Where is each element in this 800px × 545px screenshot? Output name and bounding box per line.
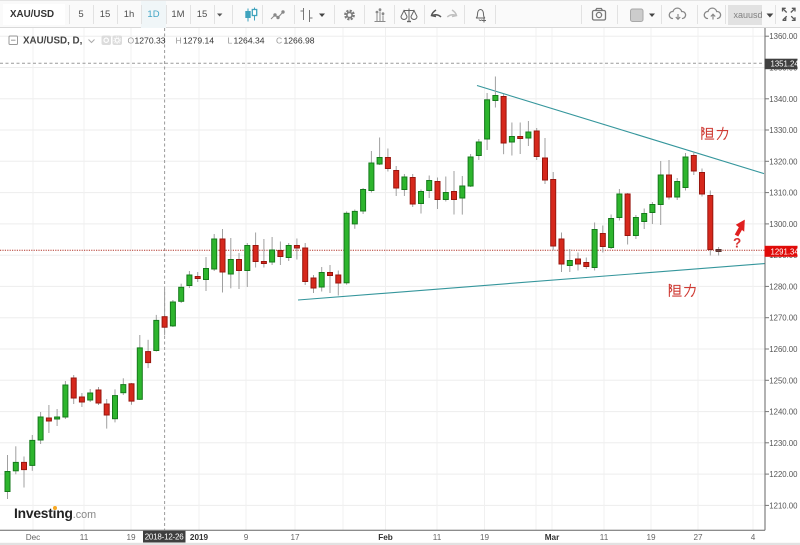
svg-text:19: 19 — [480, 533, 490, 542]
svg-text:1310.00: 1310.00 — [769, 189, 798, 198]
svg-text:1240.00: 1240.00 — [769, 408, 798, 417]
svg-text:1340.00: 1340.00 — [769, 95, 798, 104]
svg-text:1300.00: 1300.00 — [769, 220, 798, 229]
svg-text:1230.00: 1230.00 — [769, 439, 798, 448]
svg-text:xauusd: xauusd — [734, 10, 763, 20]
svg-text:1260.00: 1260.00 — [769, 345, 798, 354]
svg-text:1330.00: 1330.00 — [769, 126, 798, 135]
svg-text:1264.34: 1264.34 — [234, 36, 265, 46]
svg-text:1220.00: 1220.00 — [769, 470, 798, 479]
svg-text:C: C — [276, 36, 282, 46]
svg-text:Dec: Dec — [26, 533, 41, 542]
svg-text:1270.33: 1270.33 — [135, 36, 166, 46]
svg-text:19: 19 — [646, 533, 656, 542]
svg-text:1320.00: 1320.00 — [769, 157, 798, 166]
svg-text:11: 11 — [600, 533, 609, 542]
svg-text:1210.00: 1210.00 — [769, 501, 798, 510]
svg-text:L: L — [228, 36, 233, 46]
svg-text:19: 19 — [126, 533, 136, 542]
svg-text:XAU/USD, D,: XAU/USD, D, — [23, 36, 83, 47]
svg-text:Feb: Feb — [378, 533, 393, 542]
svg-text:1280.00: 1280.00 — [769, 282, 798, 291]
svg-text:1266.98: 1266.98 — [284, 36, 315, 46]
svg-text:2018-12-26: 2018-12-26 — [145, 533, 185, 542]
svg-text:9: 9 — [244, 533, 249, 542]
svg-text:H: H — [176, 36, 182, 46]
svg-text:1250.00: 1250.00 — [769, 376, 798, 385]
svg-text:11: 11 — [433, 533, 442, 542]
svg-text:O: O — [128, 36, 135, 46]
svg-text:1351.24: 1351.24 — [771, 60, 800, 69]
svg-text:1291.34: 1291.34 — [771, 247, 800, 256]
svg-text:2019: 2019 — [190, 533, 209, 542]
svg-text:?: ? — [733, 236, 741, 251]
svg-text:1270.00: 1270.00 — [769, 314, 798, 323]
svg-text:Mar: Mar — [545, 533, 560, 542]
svg-text:27: 27 — [693, 533, 703, 542]
svg-text:17: 17 — [290, 533, 300, 542]
svg-text:1279.14: 1279.14 — [183, 36, 214, 46]
svg-text:4: 4 — [751, 533, 756, 542]
svg-text:1360.00: 1360.00 — [769, 32, 798, 41]
svg-text:11: 11 — [80, 533, 89, 542]
